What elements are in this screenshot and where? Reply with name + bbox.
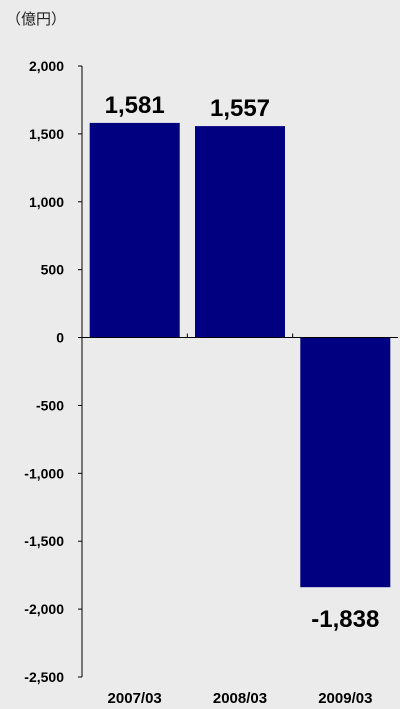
x-tick-label-2: 2009/03 — [318, 690, 372, 707]
y-tick-label-2: 1,000 — [29, 194, 64, 210]
y-tick-label-6: -1,000 — [24, 465, 64, 481]
x-tick-label-0: 2007/03 — [108, 690, 162, 707]
data-label-1: 1,557 — [210, 95, 270, 122]
bar-2 — [300, 337, 391, 588]
x-tick-label-1: 2008/03 — [213, 690, 267, 707]
y-tick-label-0: 2,000 — [29, 58, 64, 74]
data-label-0: 1,581 — [105, 92, 165, 119]
y-tick-label-1: 1,500 — [29, 126, 64, 142]
y-tick-label-4: 0 — [56, 330, 64, 346]
bar-0 — [89, 122, 180, 338]
data-label-2: -1,838 — [311, 606, 379, 633]
y-tick-label-7: -1,500 — [24, 533, 64, 549]
y-tick-label-5: -500 — [36, 397, 64, 413]
bar-1 — [195, 126, 285, 338]
unit-label: （億円） — [6, 10, 67, 28]
y-tick-label-8: -2,000 — [24, 601, 64, 617]
y-tick-label-3: 500 — [41, 262, 65, 278]
y-tick-label-9: -2,500 — [24, 669, 64, 685]
